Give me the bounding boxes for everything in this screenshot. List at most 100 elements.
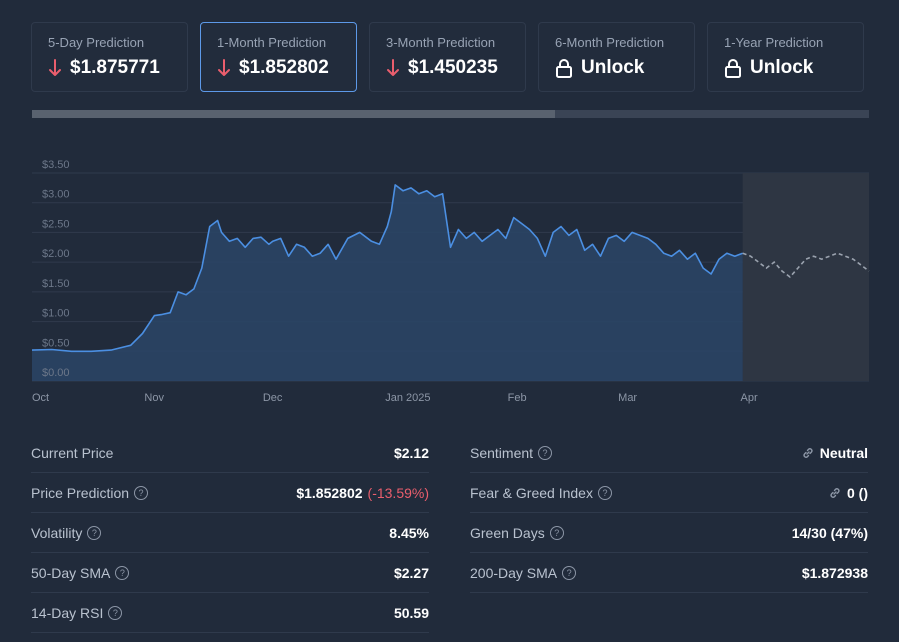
x-tick-label: Jan 2025 [385,392,430,404]
lock-icon [725,59,741,78]
card-3-month-prediction[interactable]: 3-Month Prediction $1.450235 [369,22,526,92]
stat-label: Fear & Greed Index? [470,485,612,501]
price-change-percent: (-13.59%) [367,484,429,501]
stat-value-text: $2.27 [393,564,429,581]
card-1-month-prediction[interactable]: 1-Month Prediction $1.852802 [200,22,357,92]
card-value-wrap: $1.875771 [48,57,160,79]
help-icon[interactable]: ? [115,565,130,580]
stat-row-green-days: Green Days? 14/30 (47%) [470,513,868,553]
link-icon [830,487,840,498]
card-6-month-prediction[interactable]: 6-Month Prediction Unlock [538,22,695,92]
price-chart-svg: $0.00 $0.50 $1.00 $1.50 $2.00 $2.50 $3.00 $3.50… [31,159,870,404]
stat-row-fear-greed-index: Fear & Greed Index? 0 () [470,473,868,513]
stat-value-text: 0 () [847,484,868,501]
help-icon[interactable]: ? [562,565,577,580]
stat-value[interactable]: Neutral [801,445,868,461]
stat-value-text: 8.45% [389,524,429,541]
price-chart[interactable]: $0.00 $0.50 $1.00 $1.50 $2.00 $2.50 $3.00 $3.50… [0,150,899,410]
help-icon[interactable]: ? [87,525,102,540]
card-label: 3-Month Prediction [386,35,496,50]
card-label: 1-Month Prediction [217,35,327,50]
y-tick-label: $2.00 [42,248,70,260]
lock-icon [556,59,572,78]
stat-row-current-price: Current Price $2.12 [31,433,429,473]
stat-value[interactable]: 0 () [828,485,868,501]
stat-row-200-day-sma: 200-Day SMA? $1.872938 [470,553,868,593]
stat-label: Price Prediction? [31,485,149,501]
y-tick-label: $0.00 [42,367,70,379]
prediction-progress-bar [32,110,869,118]
stat-label: Current Price [31,445,113,461]
stats-left: Current Price $2.12 Price Prediction? $1… [31,433,429,633]
card-label: 6-Month Prediction [555,35,665,50]
stat-label-text: 50-Day SMA [31,564,111,581]
y-tick-label: $2.50 [42,218,70,230]
arrow-down-icon [49,59,61,76]
forecast-price-line [742,252,870,279]
stat-row-price-prediction: Price Prediction? $1.852802 (-13.59%) [31,473,429,513]
y-tick-label: $3.00 [42,189,70,201]
stat-row-50-day-sma: 50-Day SMA? $2.27 [31,553,429,593]
actual-price-line [31,184,743,353]
stats-right: Sentiment? Neutral Fear & Greed Index? 0… [470,433,868,593]
card-value: $1.852802 [239,57,329,78]
stat-value: 14/30 (47%) [792,525,868,541]
stat-label: 14-Day RSI? [31,605,123,621]
forecast-region [742,173,869,381]
card-value: $1.875771 [70,57,160,78]
help-icon[interactable]: ? [549,525,564,540]
x-tick-label: Dec [263,392,283,404]
stat-label: Green Days? [470,525,564,541]
stat-label: 200-Day SMA? [470,564,577,581]
card-value: $1.450235 [408,57,498,78]
x-tick-label: Oct [32,392,49,404]
stat-row-sentiment: Sentiment? Neutral [470,433,868,473]
card-value-wrap: Unlock [555,57,644,79]
arrow-down-icon [387,59,399,76]
stat-value-text: $1.872938 [801,564,868,581]
link-icon [803,447,813,458]
x-tick-label: Mar [618,392,637,404]
x-tick-label: Nov [144,392,164,404]
card-label: 1-Year Prediction [724,35,824,50]
stat-value: $1.852802 (-13.59%) [296,485,429,501]
stat-value: 50.59 [394,605,429,621]
stat-row-14-day-rsi: 14-Day RSI? 50.59 [31,593,429,633]
stat-value: $1.872938 [802,565,868,581]
y-tick-label: $1.00 [42,308,70,320]
stat-row-volatility: Volatility? 8.45% [31,513,429,553]
card-value-wrap: $1.852802 [217,57,329,79]
card-value: Unlock [750,57,814,78]
x-tick-label: Apr [741,392,758,404]
stat-label-text: 200-Day SMA [470,564,558,581]
card-5-day-prediction[interactable]: 5-Day Prediction $1.875771 [31,22,188,92]
y-tick-label: $1.50 [42,278,70,290]
stat-label: 50-Day SMA? [31,564,130,581]
stat-label: Sentiment? [470,444,553,461]
stat-label-text: Volatility [31,524,83,541]
stat-value-text: Neutral [819,444,868,461]
card-1-year-prediction[interactable]: 1-Year Prediction Unlock [707,22,864,92]
y-tick-label: $0.50 [42,337,70,349]
stat-value-text: $1.852802 [296,484,363,501]
stat-value-text: 50.59 [393,604,429,621]
stat-value: 8.45% [389,525,429,541]
card-value: Unlock [581,57,645,78]
stat-value-text: 14/30 (47%) [791,524,868,541]
stat-label-text: Current Price [31,444,114,461]
x-tick-label: Feb [508,392,527,404]
help-icon[interactable]: ? [538,445,553,460]
actual-price-area [32,184,743,381]
help-icon[interactable]: ? [134,485,149,500]
prediction-cards: 5-Day Prediction $1.875771 1-Month Predi… [31,22,864,94]
y-tick-label: $3.50 [42,159,70,171]
help-icon[interactable]: ? [108,605,123,620]
help-icon[interactable]: ? [597,485,612,500]
arrow-down-icon [218,59,230,76]
stat-value: $2.27 [394,565,429,581]
stat-value: $2.12 [394,445,429,461]
stat-value-text: $2.12 [393,444,429,461]
stat-label: Volatility? [31,524,102,541]
stat-label-text: Fear & Greed Index [470,484,593,501]
stat-label-text: Sentiment [470,444,534,461]
